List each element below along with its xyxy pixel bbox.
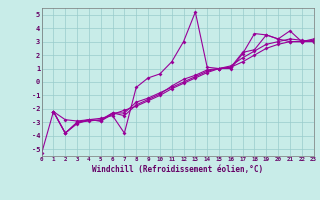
X-axis label: Windchill (Refroidissement éolien,°C): Windchill (Refroidissement éolien,°C)	[92, 165, 263, 174]
